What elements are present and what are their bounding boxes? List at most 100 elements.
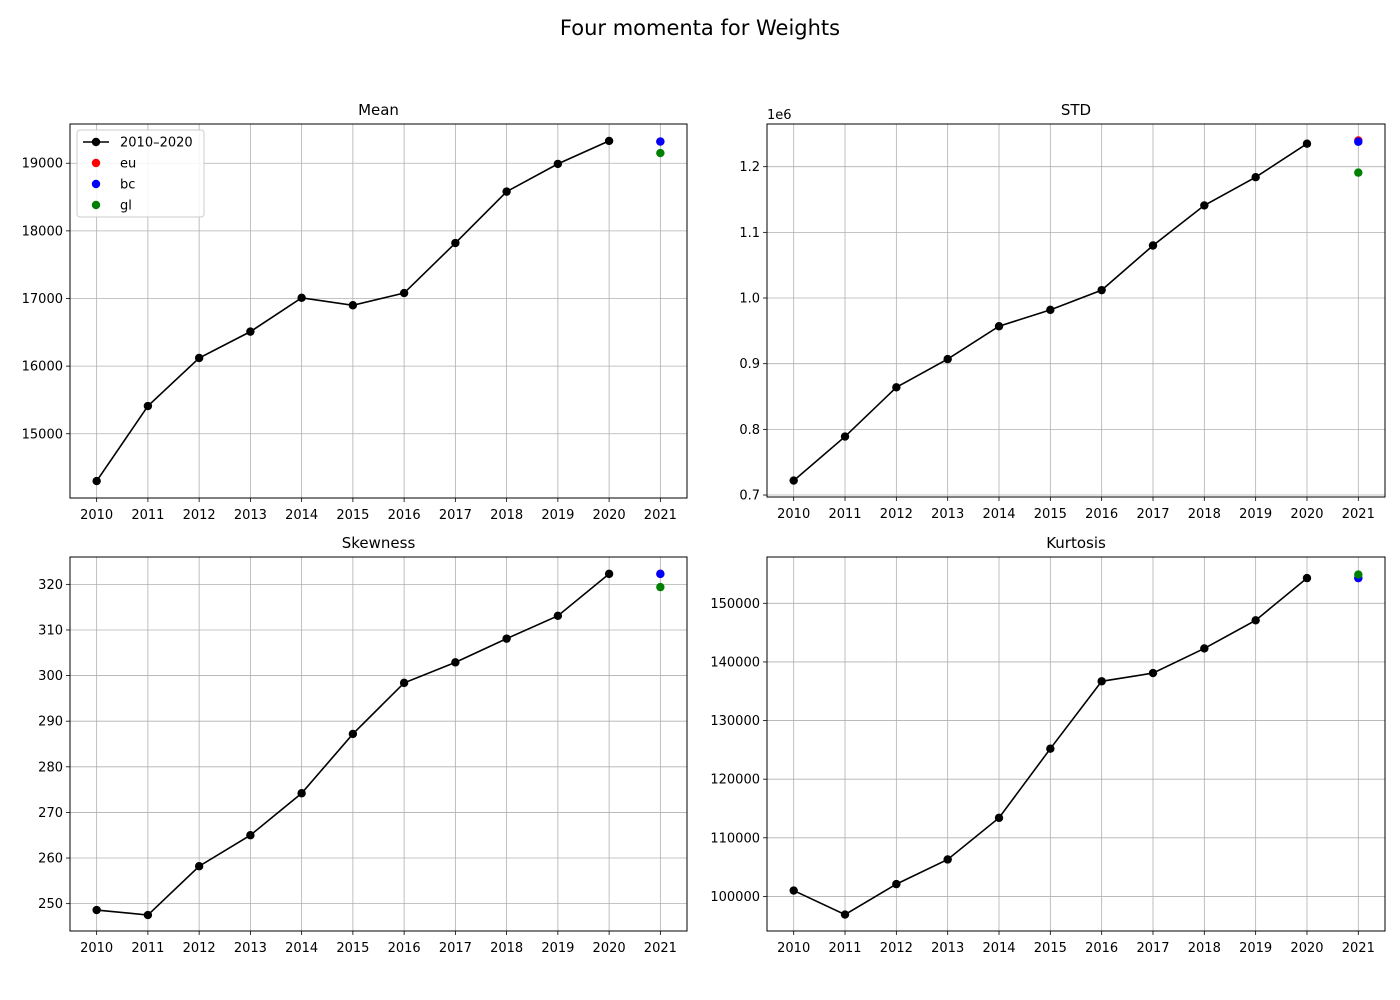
data-point bbox=[943, 855, 952, 864]
x-tick-label: 2018 bbox=[490, 508, 523, 523]
x-tick-label: 2015 bbox=[336, 941, 369, 956]
x-tick-label: 2010 bbox=[777, 941, 810, 956]
x-tick-label: 2020 bbox=[1290, 507, 1323, 522]
x-tick-label: 2021 bbox=[1342, 507, 1375, 522]
legend-box bbox=[76, 129, 205, 218]
y-tick-label: 120000 bbox=[710, 773, 760, 788]
data-point bbox=[892, 879, 901, 889]
point-2021-gl bbox=[656, 582, 665, 592]
panel-title: STD bbox=[1061, 101, 1091, 119]
x-tick-label: 2017 bbox=[1136, 941, 1169, 956]
data-point bbox=[143, 401, 153, 411]
x-tick-label: 2011 bbox=[828, 941, 861, 956]
data-point bbox=[399, 288, 409, 298]
data-point bbox=[143, 910, 153, 920]
legend-marker bbox=[91, 200, 101, 210]
data-point bbox=[1046, 744, 1055, 753]
figure-title: Four momenta for Weights bbox=[559, 16, 841, 40]
y-tick-label: 310 bbox=[38, 623, 63, 638]
data-point bbox=[399, 678, 409, 688]
data-point bbox=[604, 136, 614, 146]
plot-frame bbox=[69, 123, 688, 499]
data-point bbox=[943, 354, 952, 364]
x-tick-label: 2017 bbox=[439, 508, 472, 523]
panel-title: Skewness bbox=[342, 534, 416, 552]
x-tick-label: 2016 bbox=[388, 508, 421, 523]
data-point bbox=[1302, 139, 1312, 148]
x-tick-label: 2015 bbox=[1034, 507, 1067, 522]
x-tick-label: 2019 bbox=[1239, 941, 1272, 956]
y-tick-label: 320 bbox=[38, 578, 63, 593]
point-2021-bc bbox=[656, 137, 665, 146]
y-tick-label: 0.8 bbox=[739, 423, 760, 438]
y-tick-label: 1.0 bbox=[739, 292, 760, 307]
x-tick-label: 2015 bbox=[1034, 941, 1067, 956]
y-tick-label: 0.9 bbox=[739, 357, 760, 372]
y-tick-label: 16000 bbox=[22, 360, 63, 375]
x-tick-label: 2017 bbox=[1136, 507, 1169, 522]
chart-panel-skewness: 2010 2011 2012 2013 2014 2015 2016 2017 2018 2019… bbox=[38, 534, 688, 956]
data-point bbox=[348, 729, 358, 739]
x-tick-label: 2018 bbox=[1188, 941, 1221, 956]
point-2021-gl bbox=[656, 148, 665, 158]
y-tick-label: 19000 bbox=[22, 157, 63, 172]
x-tick-label: 2021 bbox=[644, 941, 677, 956]
chart-panel-mean: 2010 2011 2012 2013 2014 2015 2016 2017 2018 2019… bbox=[22, 101, 688, 523]
x-tick-label: 2013 bbox=[931, 507, 964, 522]
plot-frame bbox=[766, 123, 1386, 498]
x-tick-label: 2014 bbox=[285, 508, 318, 523]
point-2021-gl bbox=[1354, 168, 1363, 177]
x-tick-label: 2019 bbox=[541, 941, 574, 956]
x-tick-label: 2010 bbox=[80, 508, 113, 523]
data-point bbox=[1148, 241, 1158, 250]
y-tick-label: 140000 bbox=[710, 655, 760, 670]
data-point bbox=[246, 831, 255, 840]
plot-frame bbox=[766, 556, 1386, 932]
data-point bbox=[246, 327, 255, 336]
data-point bbox=[1046, 305, 1055, 315]
plot-frame bbox=[69, 556, 688, 932]
y-tick-label: 260 bbox=[38, 852, 63, 867]
data-point bbox=[604, 569, 614, 579]
data-point bbox=[789, 476, 798, 485]
panel-title: Mean bbox=[358, 101, 399, 119]
chart-panel-kurtosis: 2010 2011 2012 2013 2014 2015 2016 2017 2018 2019… bbox=[710, 534, 1386, 956]
y-tick-label: 290 bbox=[38, 715, 63, 730]
data-point bbox=[451, 658, 460, 667]
y-tick-label: 280 bbox=[38, 760, 63, 775]
x-tick-label: 2018 bbox=[490, 941, 523, 956]
x-tick-label: 2012 bbox=[183, 508, 216, 523]
y-tick-label: 17000 bbox=[22, 292, 63, 307]
data-point bbox=[194, 353, 204, 363]
data-point bbox=[1097, 677, 1106, 686]
x-tick-label: 2015 bbox=[336, 508, 369, 523]
y-tick-label: 150000 bbox=[710, 597, 760, 612]
x-tick-label: 2010 bbox=[80, 941, 113, 956]
x-tick-label: 2018 bbox=[1188, 507, 1221, 522]
x-tick-label: 2011 bbox=[131, 941, 164, 956]
y-tick-label: 110000 bbox=[710, 831, 760, 846]
legend-label: bc bbox=[120, 178, 135, 193]
data-point bbox=[1200, 201, 1209, 210]
point-2021-bc bbox=[656, 569, 665, 579]
x-tick-label: 2019 bbox=[541, 508, 574, 523]
data-point bbox=[194, 862, 204, 871]
legend: 2010–2020 eu bc gl bbox=[76, 129, 205, 218]
x-tick-label: 2019 bbox=[1239, 507, 1272, 522]
y-tick-label: 15000 bbox=[22, 427, 63, 442]
data-point bbox=[92, 905, 101, 915]
legend-marker bbox=[91, 137, 101, 147]
x-tick-label: 2014 bbox=[285, 941, 318, 956]
x-tick-label: 2012 bbox=[183, 941, 216, 956]
x-tick-label: 2013 bbox=[234, 508, 267, 523]
x-tick-label: 2014 bbox=[982, 507, 1015, 522]
y-tick-label: 130000 bbox=[710, 714, 760, 729]
legend-label: gl bbox=[120, 199, 132, 214]
data-point bbox=[348, 301, 358, 310]
data-point bbox=[553, 159, 563, 169]
point-2021-bc bbox=[1354, 137, 1363, 146]
x-tick-label: 2020 bbox=[593, 941, 626, 956]
x-tick-label: 2011 bbox=[828, 507, 861, 522]
x-tick-label: 2014 bbox=[982, 941, 1015, 956]
x-tick-label: 2020 bbox=[593, 508, 626, 523]
